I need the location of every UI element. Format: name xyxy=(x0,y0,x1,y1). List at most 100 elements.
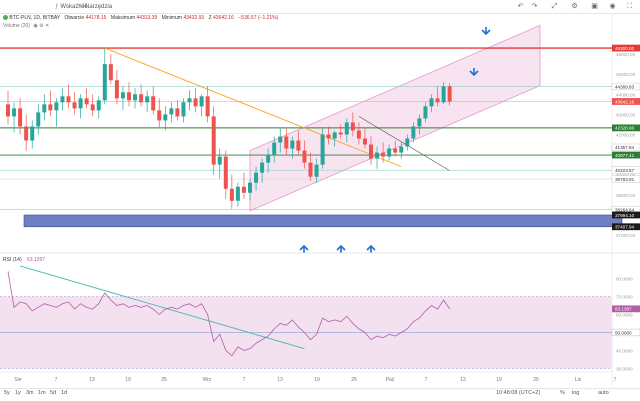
time-axis-tick: 25 xyxy=(161,377,167,383)
candle-body xyxy=(84,98,89,105)
period-button-5y[interactable]: 5y xyxy=(4,390,10,396)
rising-channel xyxy=(249,24,541,212)
price-legend: BTC-PLN, 1D, BITBAY Otwarcie 44178.15 Ma… xyxy=(3,15,278,21)
candle-body xyxy=(145,96,150,103)
rsi-mid-badge xyxy=(611,328,640,337)
gear-icon[interactable]: ⚙ xyxy=(571,3,578,10)
period-button-1y[interactable]: 1y xyxy=(15,390,21,396)
candle-body xyxy=(296,140,301,151)
time-axis-tick: Sie xyxy=(14,377,21,383)
candle-body xyxy=(260,162,265,173)
legend-close-value: 43642.16 xyxy=(213,15,234,21)
candle-body xyxy=(326,134,331,139)
time-axis-tick: 25 xyxy=(533,377,539,383)
candle-body xyxy=(338,132,343,135)
scale-toggle-log[interactable]: log xyxy=(572,390,580,396)
redo-icon[interactable]: ↷ xyxy=(531,3,538,10)
price-level-label: 37407.94 xyxy=(615,225,635,230)
candle-body xyxy=(151,96,156,111)
arrow-up-icon xyxy=(336,244,346,253)
candle-body xyxy=(36,112,41,127)
volume-label: Volume (20) xyxy=(3,23,30,29)
candle-body xyxy=(205,96,210,117)
price-level-label: 40977.41 xyxy=(615,153,635,158)
price-axis-tick: 46000.00 xyxy=(616,52,636,57)
candle-body xyxy=(284,136,289,149)
time-axis-tick: 7 xyxy=(425,377,428,383)
rsi-axis-tick: 40.0000 xyxy=(616,348,633,353)
time-axis-tick: Wrz xyxy=(203,377,212,383)
candle-body xyxy=(248,182,252,193)
rsi-axis-tick: 80.0000 xyxy=(616,277,633,282)
candle-body xyxy=(302,150,307,163)
time-axis-tick: 7 xyxy=(55,377,58,383)
legend-close-marker: Z xyxy=(208,15,212,21)
save-icon[interactable]: ▣ xyxy=(591,3,598,10)
candle-body xyxy=(187,98,192,103)
rsi-value: 63.1397 xyxy=(27,257,46,263)
candle-body xyxy=(157,110,162,121)
period-button-3m[interactable]: 3m xyxy=(26,390,34,396)
tools-label: Narzędzia xyxy=(85,3,113,10)
price-level-badge xyxy=(611,175,640,183)
price-level-badge xyxy=(611,82,640,91)
time-axis-tick: 13 xyxy=(460,377,466,383)
rsi-trendline xyxy=(19,265,305,350)
candle-body xyxy=(114,80,119,99)
close-icon[interactable]: ✕ xyxy=(45,23,50,29)
candle-body xyxy=(417,118,422,127)
eye-icon[interactable]: ◉ xyxy=(33,23,38,29)
candle-body xyxy=(163,114,168,121)
time-axis-tick: 13 xyxy=(89,377,95,383)
price-axis-tick: 44000.00 xyxy=(616,92,636,97)
expand-icon[interactable]: ⛶ xyxy=(627,3,632,10)
candle-body xyxy=(344,122,349,135)
period-button-5d[interactable]: 5d xyxy=(50,390,57,396)
rsi-line xyxy=(7,271,450,357)
legend-dot xyxy=(3,15,8,21)
chart-canvas[interactable]: 46000.00 45000.00 44000.00 43000.00 42000.00… xyxy=(0,0,640,388)
candle-body xyxy=(54,102,59,111)
rsi-value-badge-label: 63.1397 xyxy=(615,307,632,312)
arrow-down-icon xyxy=(469,68,479,77)
fullscreen-icon[interactable]: ⤢ xyxy=(551,3,558,10)
rsi-mid-badge-label: 50.0000 xyxy=(615,330,632,335)
time-axis-tick: 19 xyxy=(496,377,502,383)
candle-body xyxy=(375,152,380,159)
indicators-label: Wskaźniki xyxy=(60,3,88,10)
falling-trendline xyxy=(104,47,402,168)
candle-body xyxy=(96,100,101,111)
candle-body xyxy=(308,162,313,177)
scale-toggle-percent[interactable]: % xyxy=(560,390,565,396)
candle-body xyxy=(272,142,277,155)
camera-icon[interactable]: ◉ xyxy=(609,3,616,10)
arrow-up-icon xyxy=(366,244,376,253)
candle-body xyxy=(435,98,440,103)
candle-body xyxy=(229,188,234,201)
indicators-button[interactable]: ƒ Wskaźniki xyxy=(55,2,87,11)
indicators-icon: ƒ xyxy=(55,3,59,10)
candle-body xyxy=(102,64,107,101)
undo-icon[interactable]: ↶ xyxy=(517,3,524,10)
price-axis-tick: 39000.00 xyxy=(616,193,636,198)
candle-body xyxy=(320,134,325,165)
price-axis-tick: 42000.00 xyxy=(616,132,636,137)
scale-toggle-auto[interactable]: auto xyxy=(598,390,609,396)
legend-low-value: 43432.93 xyxy=(183,15,205,21)
settings-icon[interactable]: ⚙ xyxy=(39,23,44,29)
tools-button[interactable]: ✎ Narzędzia xyxy=(78,2,112,11)
candle-body xyxy=(429,98,434,107)
candle-body xyxy=(356,130,361,139)
candle-body xyxy=(18,108,23,127)
period-button-1d[interactable]: 1d xyxy=(61,390,68,396)
price-axis-bg xyxy=(612,14,640,386)
price-level-badge xyxy=(611,143,640,151)
candle-body xyxy=(254,172,259,183)
candle-body xyxy=(193,98,198,107)
price-level-badge xyxy=(611,166,640,174)
time-axis-tick: 13 xyxy=(277,377,283,383)
period-button-1m[interactable]: 1m xyxy=(38,390,46,396)
time-axis: Sie 7 13 19 25 Wrz 7 13 19 25 Paź 7 13 19 25 Lis 7 xyxy=(0,371,617,383)
candle-body xyxy=(42,104,47,113)
candle-body xyxy=(108,64,113,81)
